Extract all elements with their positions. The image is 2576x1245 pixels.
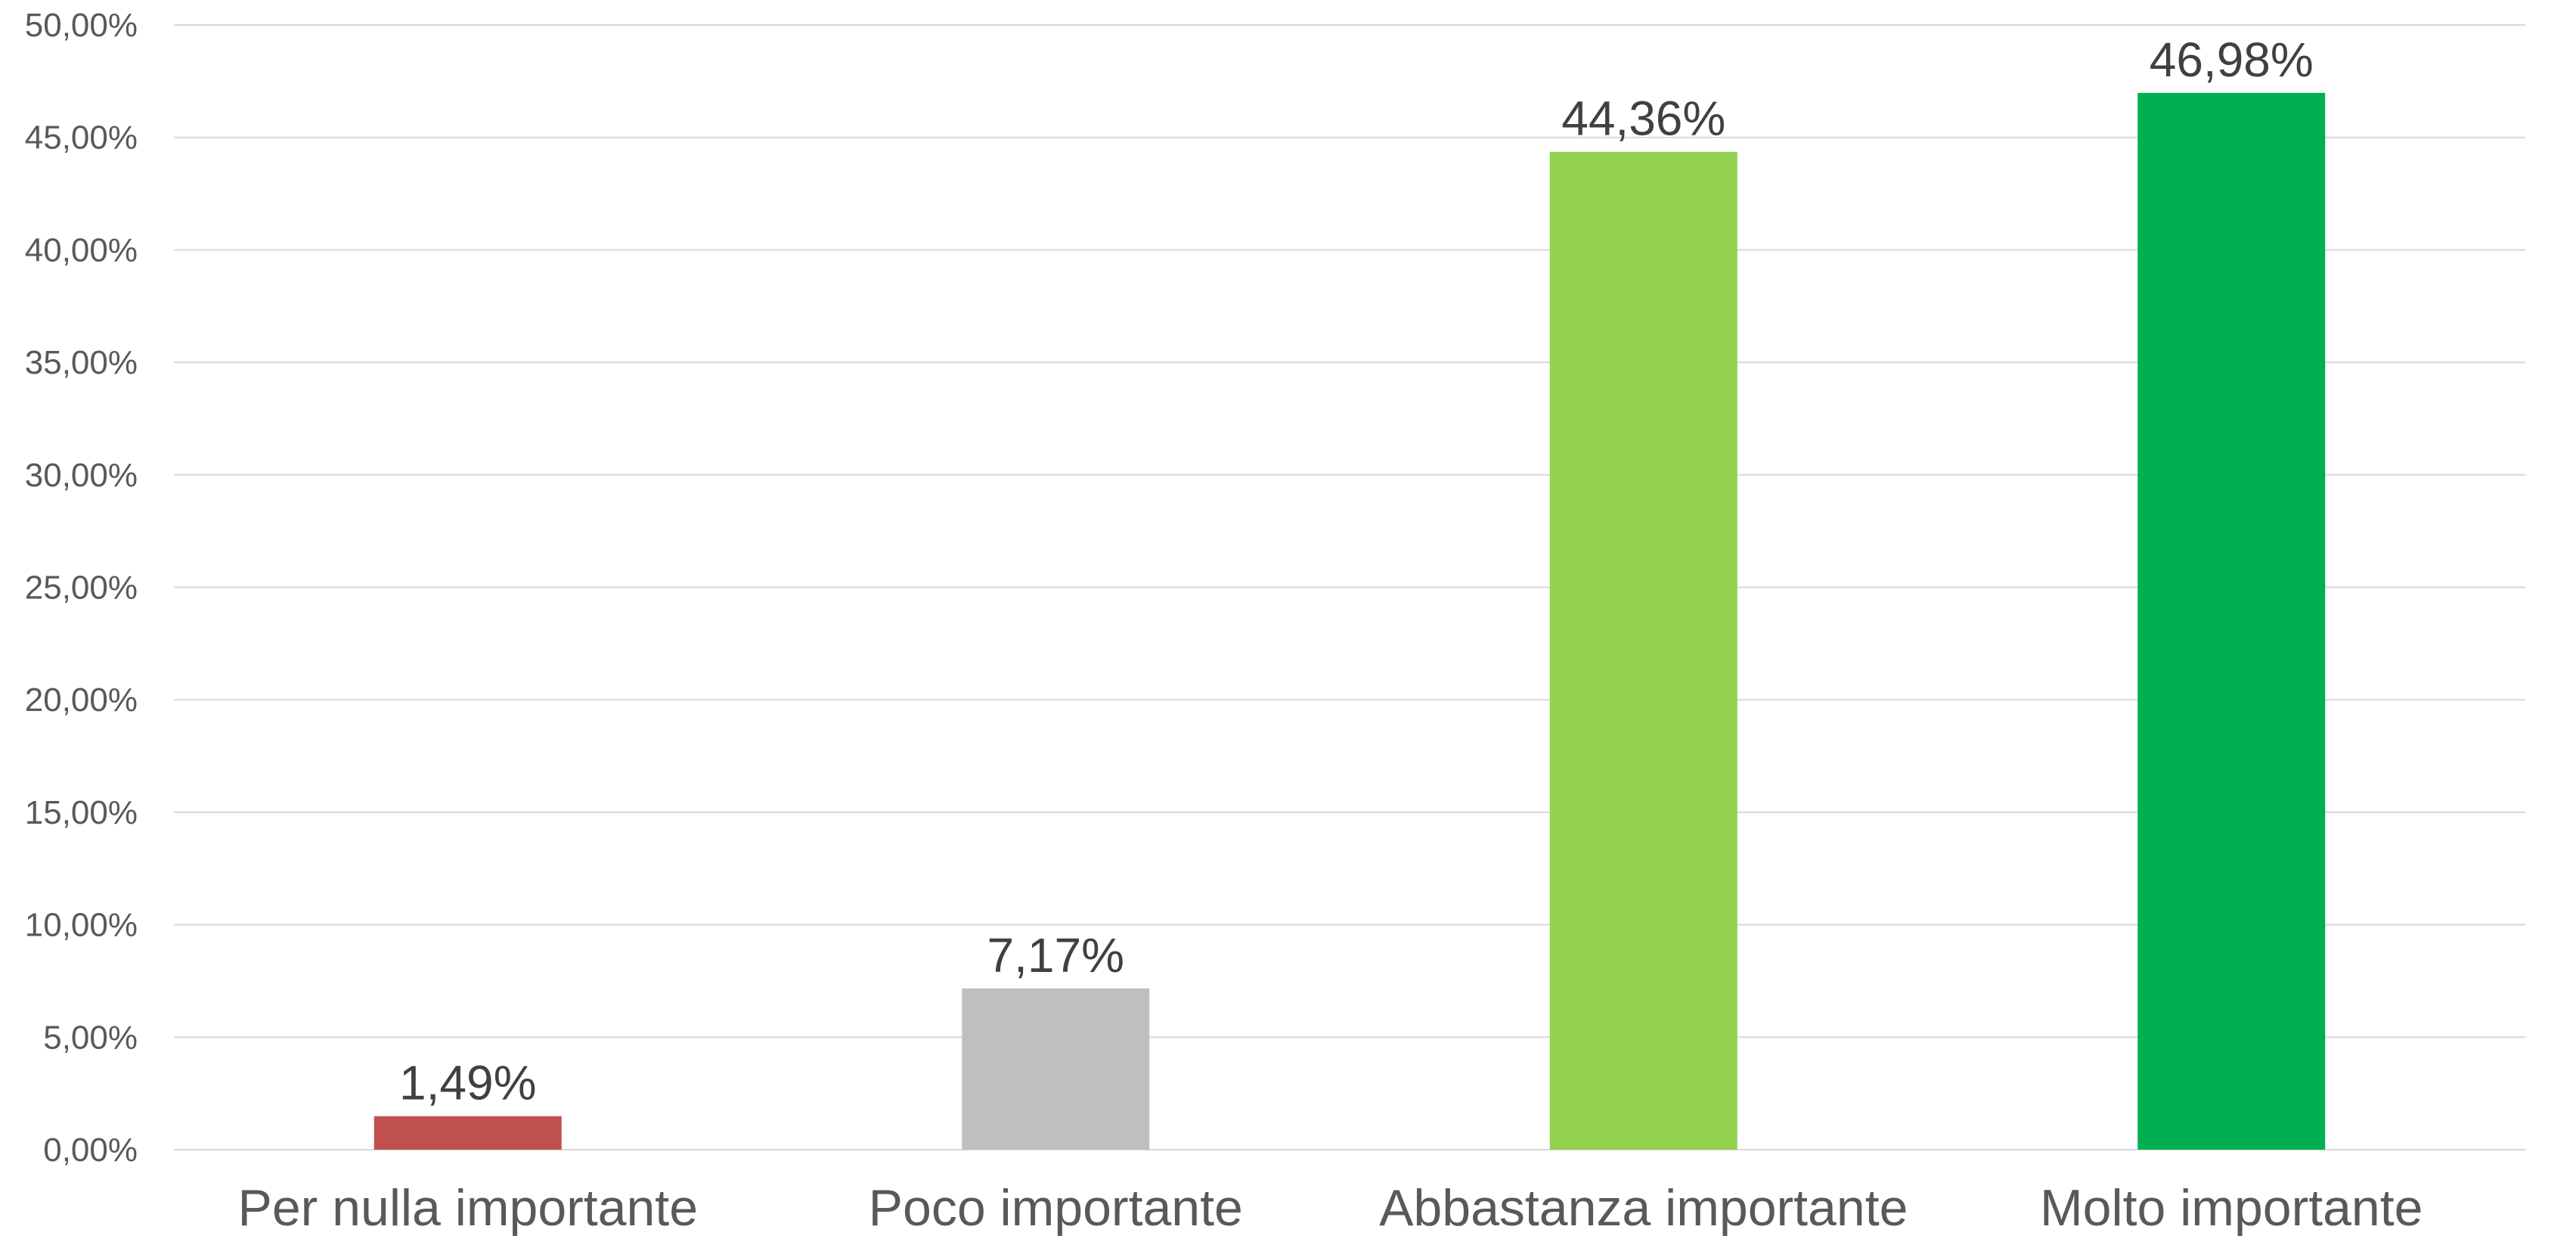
category-label: Abbastanza importante (1379, 1179, 1908, 1237)
bar-value-label: 44,36% (1561, 92, 1725, 146)
bar (374, 1116, 562, 1150)
y-tick-label: 35,00% (25, 344, 138, 381)
gridlines (174, 24, 2525, 1150)
y-tick-label: 5,00% (43, 1019, 138, 1056)
bar (2137, 92, 2326, 1150)
y-tick-label: 45,00% (25, 120, 138, 157)
category-label: Per nulla importante (237, 1179, 698, 1237)
category-label: Poco importante (869, 1179, 1243, 1237)
y-tick-label: 0,00% (43, 1132, 138, 1169)
category-label: Molto importante (2040, 1179, 2423, 1237)
y-tick-label: 40,00% (25, 231, 138, 269)
bar-value-label: 1,49% (399, 1056, 536, 1110)
y-axis-tick-labels: 0,00% 5,00% 10,00% 15,00% 20,00% 25,00% 30,00%… (25, 7, 138, 1169)
data-labels: 1,49% 7,17% 44,36% 46,98% (399, 33, 2314, 1110)
bar-value-label: 46,98% (2150, 33, 2314, 87)
bar (1549, 151, 1737, 1150)
y-tick-label: 20,00% (25, 681, 138, 719)
y-tick-label: 10,00% (25, 907, 138, 944)
y-tick-label: 15,00% (25, 794, 138, 831)
x-axis-category-labels: Per nulla importante Poco importante Abbas… (237, 1179, 2423, 1237)
y-tick-label: 25,00% (25, 570, 138, 607)
bar-value-label: 7,17% (987, 928, 1124, 983)
y-tick-label: 50,00% (25, 7, 138, 44)
bars (374, 92, 2326, 1150)
y-tick-label: 30,00% (25, 457, 138, 494)
bar (962, 988, 1150, 1150)
